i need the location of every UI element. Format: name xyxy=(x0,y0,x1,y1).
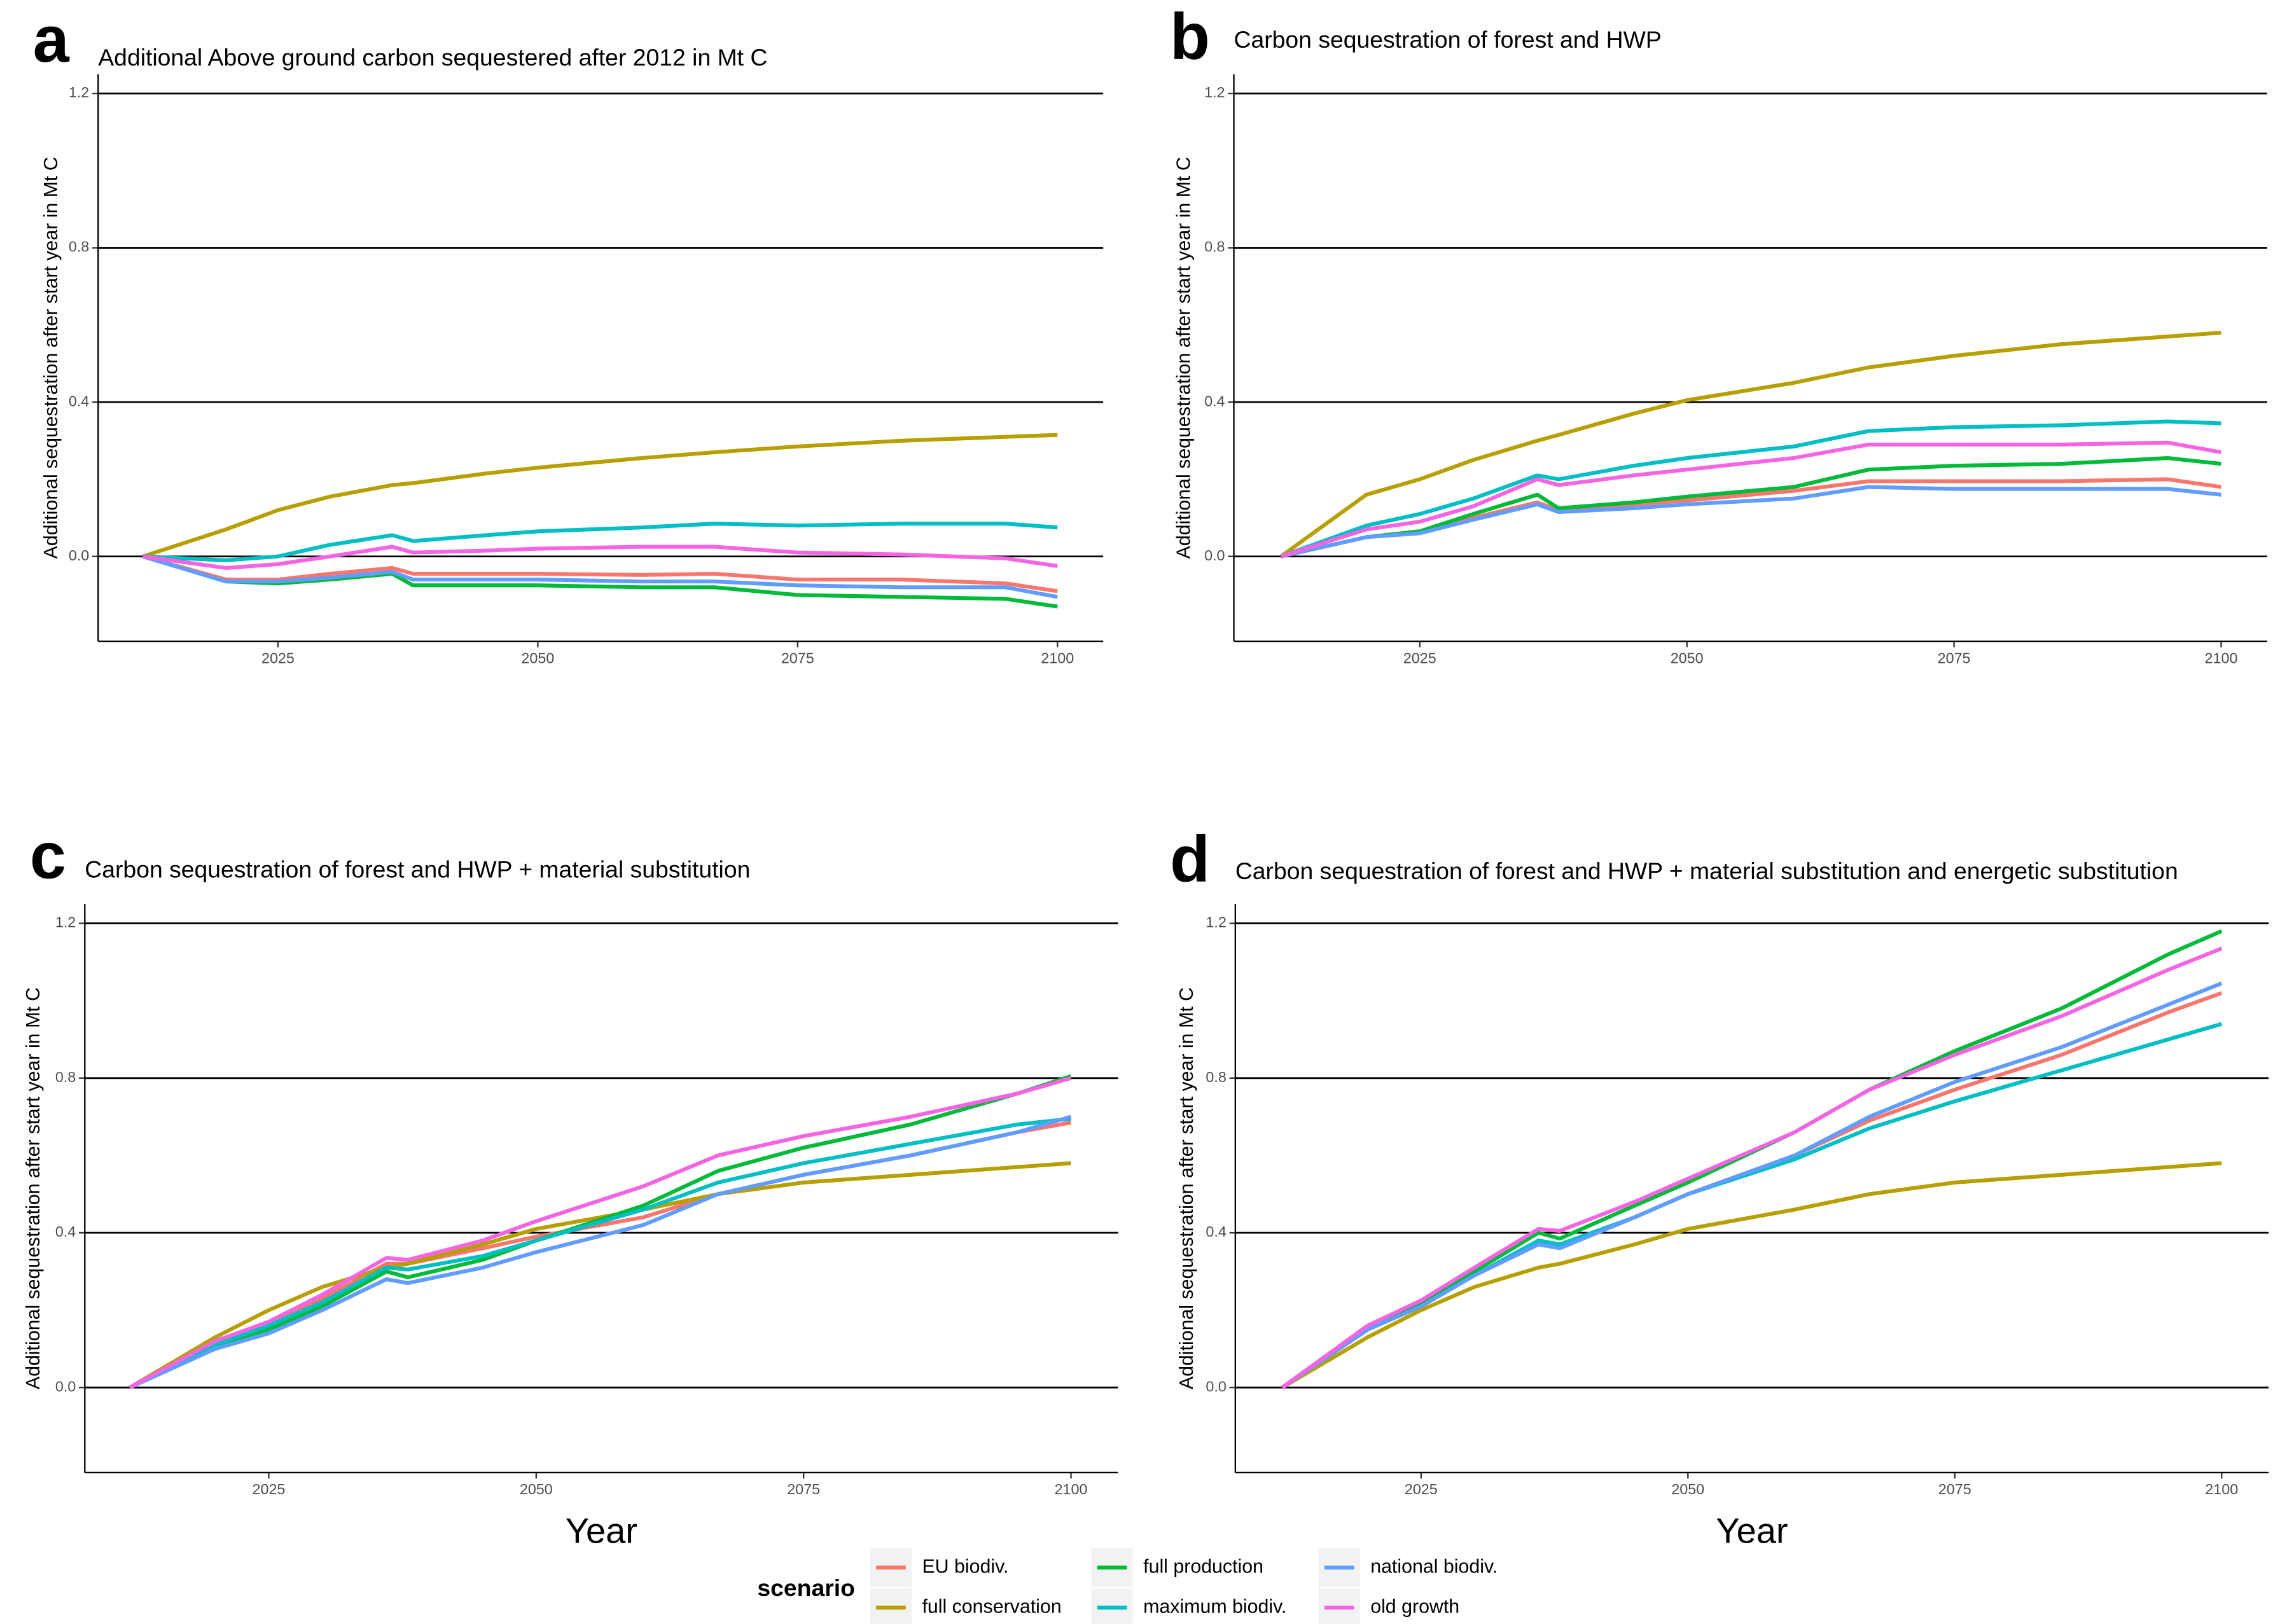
legend-label: national biodiv. xyxy=(1370,1556,1498,1577)
x-tick-label: 2025 xyxy=(253,1481,286,1497)
x-tick-label: 2075 xyxy=(1938,1481,1971,1497)
series-line xyxy=(1280,456,2221,559)
y-tick-label: 0.0 xyxy=(1206,1378,1226,1394)
series-line xyxy=(142,554,1058,599)
series-line xyxy=(143,545,1058,570)
series-line xyxy=(142,554,1058,593)
y-tick-label: 0.4 xyxy=(69,392,89,409)
legend-label: old growth xyxy=(1370,1596,1459,1617)
y-tick-label: 0.0 xyxy=(55,1378,76,1394)
y-axis-label: Additional sequestration after start yea… xyxy=(23,987,44,1389)
legend-label: maximum biodiv. xyxy=(1143,1596,1286,1617)
y-axis-label: Additional sequestration after start yea… xyxy=(1174,156,1195,559)
y-axis-label: Additional sequestration after start yea… xyxy=(41,156,62,559)
panel-title: Carbon sequestration of forest and HWP +… xyxy=(85,856,750,883)
y-tick-label: 0.4 xyxy=(55,1223,76,1240)
series-line xyxy=(1281,1161,2222,1389)
x-tick-label: 2100 xyxy=(1055,1481,1088,1497)
x-tick-label: 2050 xyxy=(521,649,554,666)
panel-label: d xyxy=(1170,822,1210,895)
x-tick-label: 2025 xyxy=(1405,1481,1438,1497)
series-line xyxy=(1281,982,2223,1389)
x-axis-label: Year xyxy=(566,1510,637,1550)
panel-label: a xyxy=(33,3,70,76)
x-tick-label: 2100 xyxy=(1041,649,1074,666)
y-tick-label: 0.8 xyxy=(1204,239,1225,255)
y-tick-label: 1.2 xyxy=(1204,84,1225,101)
y-tick-label: 1.2 xyxy=(69,84,89,101)
series-line xyxy=(1280,440,2222,559)
y-tick-label: 0.0 xyxy=(69,547,89,564)
legend-label: EU biodiv. xyxy=(922,1556,1008,1577)
x-tick-label: 2050 xyxy=(1671,1481,1704,1497)
legend-title: scenario xyxy=(757,1574,855,1601)
y-tick-label: 1.2 xyxy=(1206,914,1226,931)
panel-label: c xyxy=(30,819,66,892)
series-line xyxy=(143,522,1058,562)
x-tick-label: 2100 xyxy=(2205,1481,2238,1497)
x-tick-label: 2050 xyxy=(520,1481,553,1497)
legend-label: full conservation xyxy=(922,1596,1061,1617)
series-line xyxy=(129,1161,1071,1389)
x-tick-label: 2025 xyxy=(1403,649,1436,666)
series-line xyxy=(129,1114,1072,1389)
series-line xyxy=(142,433,1058,559)
y-tick-label: 0.4 xyxy=(1204,392,1225,409)
series-line xyxy=(1280,419,2221,559)
x-tick-label: 2075 xyxy=(1938,649,1971,666)
series-line xyxy=(1281,947,2223,1389)
series-line xyxy=(1279,330,2221,559)
y-axis-label: Additional sequestration after start yea… xyxy=(1176,987,1197,1389)
legend-label: full production xyxy=(1143,1556,1263,1577)
x-tick-label: 2075 xyxy=(787,1481,820,1497)
panel-title: Carbon sequestration of forest and HWP xyxy=(1234,26,1662,53)
panel-label: b xyxy=(1170,0,1210,73)
x-tick-label: 2075 xyxy=(781,649,814,666)
panel-title: Carbon sequestration of forest and HWP +… xyxy=(1235,857,2178,884)
x-tick-label: 2050 xyxy=(1671,649,1704,666)
series-line xyxy=(129,1076,1072,1389)
x-tick-label: 2100 xyxy=(2205,649,2238,666)
y-tick-label: 0.0 xyxy=(1204,547,1225,564)
panel-title: Additional Above ground carbon sequester… xyxy=(98,44,767,71)
y-tick-label: 0.8 xyxy=(55,1069,76,1085)
series-line xyxy=(129,1116,1071,1389)
y-tick-label: 0.8 xyxy=(1206,1069,1226,1085)
x-axis-label: Year xyxy=(1716,1510,1788,1550)
series-line xyxy=(1280,485,2221,559)
y-tick-label: 0.4 xyxy=(1206,1223,1226,1240)
x-tick-label: 2025 xyxy=(261,649,295,666)
y-tick-label: 1.2 xyxy=(55,914,76,931)
y-tick-label: 0.8 xyxy=(69,239,89,255)
